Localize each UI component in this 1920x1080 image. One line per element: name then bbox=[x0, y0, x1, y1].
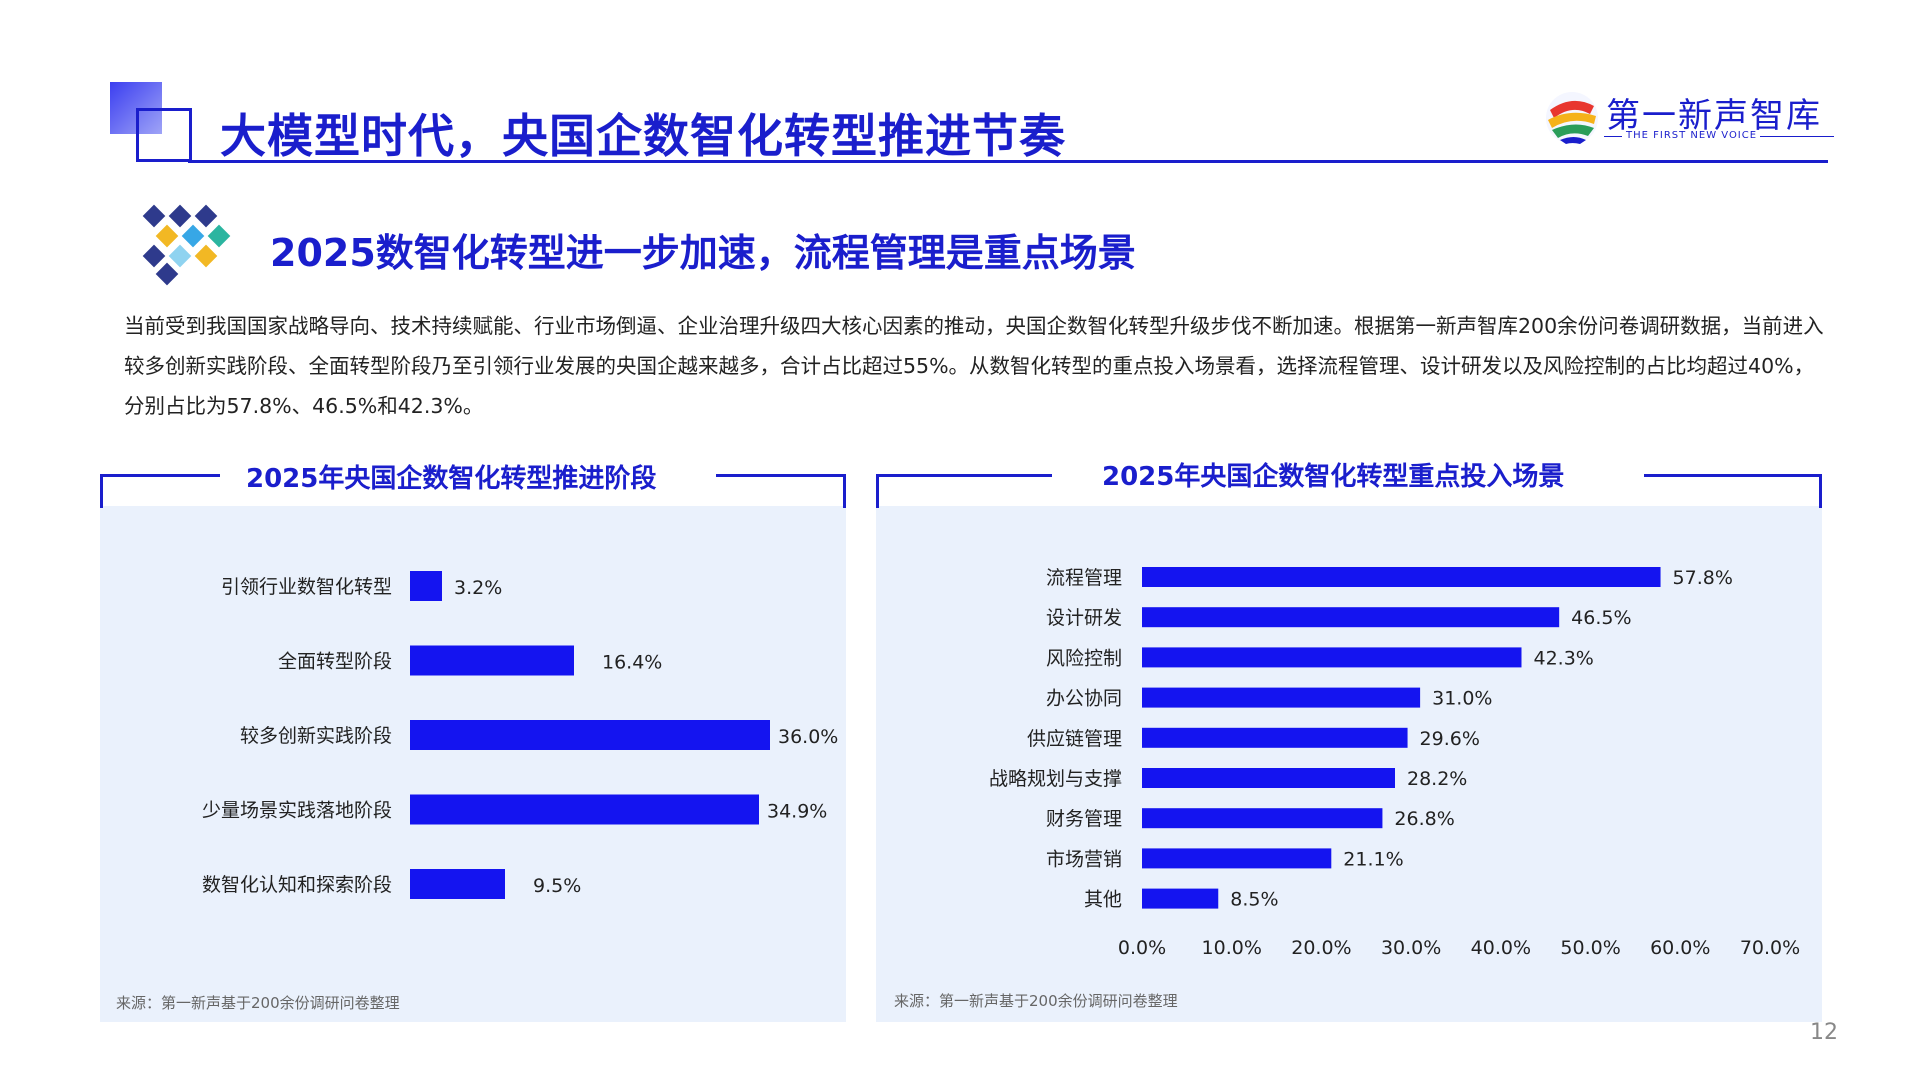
panel-header-rule bbox=[100, 474, 103, 508]
right-source-note: 来源：第一新声基于200余份调研问卷整理 bbox=[894, 992, 1178, 1010]
x-tick-label: 0.0% bbox=[1118, 937, 1166, 959]
panel-header-rule bbox=[876, 474, 1052, 477]
bar bbox=[1142, 808, 1383, 829]
panel-header-rule bbox=[1644, 474, 1822, 477]
right-chart-title: 2025年央国企数智化转型重点投入场景 bbox=[1102, 462, 1565, 492]
page-number: 12 bbox=[1810, 1020, 1838, 1045]
x-tick-label: 20.0% bbox=[1291, 937, 1351, 959]
value-label: 29.6% bbox=[1420, 728, 1480, 750]
left-source-note: 来源：第一新声基于200余份调研问卷整理 bbox=[116, 994, 400, 1012]
bar bbox=[1142, 888, 1219, 909]
page-title: 大模型时代，央国企数智化转型推进节奏 bbox=[220, 109, 1066, 163]
header-decoration-frame bbox=[136, 108, 192, 162]
category-label: 全面转型阶段 bbox=[278, 651, 392, 673]
bar bbox=[1142, 768, 1395, 788]
category-label: 引领行业数智化转型 bbox=[221, 576, 392, 598]
bar bbox=[410, 794, 759, 825]
section-title: 2025数智化转型进一步加速，流程管理是重点场景 bbox=[270, 231, 1136, 275]
bar bbox=[410, 571, 442, 601]
value-label: 34.9% bbox=[767, 801, 827, 823]
panel-header-rule bbox=[876, 474, 879, 508]
logo: 第一新声智库 THE FIRST NEW VOICE bbox=[1544, 86, 1834, 148]
value-label: 9.5% bbox=[533, 875, 581, 897]
bar bbox=[410, 645, 574, 676]
logo-sub-rule bbox=[1604, 136, 1622, 137]
x-tick-label: 10.0% bbox=[1202, 937, 1262, 959]
category-label: 战略规划与支撑 bbox=[989, 768, 1122, 790]
value-label: 21.1% bbox=[1343, 848, 1403, 870]
header-rule bbox=[188, 160, 1828, 163]
category-label: 少量场景实践落地阶段 bbox=[202, 800, 392, 822]
category-label: 流程管理 bbox=[1046, 567, 1122, 589]
left-bar-chart: 引领行业数智化转型 3.2% 全面转型阶段 16.4% 较多创新实践阶段 36.0% 少量场… bbox=[202, 571, 838, 899]
x-tick-label: 50.0% bbox=[1560, 937, 1620, 959]
logo-subtitle: THE FIRST NEW VOICE bbox=[1626, 130, 1758, 141]
value-label: 8.5% bbox=[1230, 889, 1278, 911]
value-label: 31.0% bbox=[1432, 688, 1492, 710]
logo-text: 第一新声智库 bbox=[1606, 96, 1822, 136]
bar bbox=[1142, 687, 1421, 708]
section-body-text: 当前受到我国国家战略导向、技术持续赋能、行业市场倒逼、企业治理升级四大核心因素的… bbox=[124, 314, 1824, 418]
panel-header-rule bbox=[1819, 474, 1822, 508]
right-bar-chart: 流程管理 57.8% 设计研发 46.5% 风险控制 42.3% 办公协同 31.0% 供应链管… bbox=[989, 567, 1800, 959]
value-label: 26.8% bbox=[1394, 808, 1454, 830]
value-label: 42.3% bbox=[1533, 647, 1593, 669]
bar bbox=[1142, 848, 1332, 869]
logo-mark-icon bbox=[1546, 92, 1598, 144]
x-tick-label: 70.0% bbox=[1740, 937, 1800, 959]
left-chart-panel bbox=[100, 506, 846, 1022]
panel-header-rule bbox=[100, 474, 220, 477]
diamond-cluster-icon bbox=[142, 204, 231, 286]
left-chart-title: 2025年央国企数智化转型推进阶段 bbox=[246, 464, 657, 494]
value-label: 3.2% bbox=[454, 577, 502, 599]
category-label: 设计研发 bbox=[1046, 607, 1122, 629]
x-tick-label: 40.0% bbox=[1471, 937, 1531, 959]
category-label: 供应链管理 bbox=[1027, 728, 1122, 750]
x-tick-label: 60.0% bbox=[1650, 937, 1710, 959]
panel-header-rule bbox=[843, 474, 846, 508]
value-label: 16.4% bbox=[602, 652, 662, 674]
category-label: 财务管理 bbox=[1046, 808, 1122, 830]
bar bbox=[410, 720, 770, 750]
bar bbox=[1142, 567, 1661, 587]
bar bbox=[1142, 607, 1560, 628]
category-label: 数智化认知和探索阶段 bbox=[202, 874, 392, 896]
category-label: 风险控制 bbox=[1046, 647, 1122, 669]
bar bbox=[410, 869, 505, 899]
x-tick-label: 30.0% bbox=[1381, 937, 1441, 959]
category-label: 市场营销 bbox=[1046, 848, 1122, 870]
value-label: 46.5% bbox=[1571, 607, 1631, 629]
bar bbox=[1142, 647, 1522, 668]
right-chart-panel bbox=[876, 506, 1822, 1022]
panel-header-rule bbox=[716, 474, 846, 477]
value-label: 36.0% bbox=[778, 726, 838, 748]
category-label: 其他 bbox=[1084, 889, 1122, 911]
category-label: 较多创新实践阶段 bbox=[240, 725, 392, 747]
category-label: 办公协同 bbox=[1046, 688, 1122, 710]
value-label: 57.8% bbox=[1673, 567, 1733, 589]
bar bbox=[1142, 727, 1408, 748]
value-label: 28.2% bbox=[1407, 768, 1467, 790]
logo-sub-rule bbox=[1760, 136, 1834, 137]
